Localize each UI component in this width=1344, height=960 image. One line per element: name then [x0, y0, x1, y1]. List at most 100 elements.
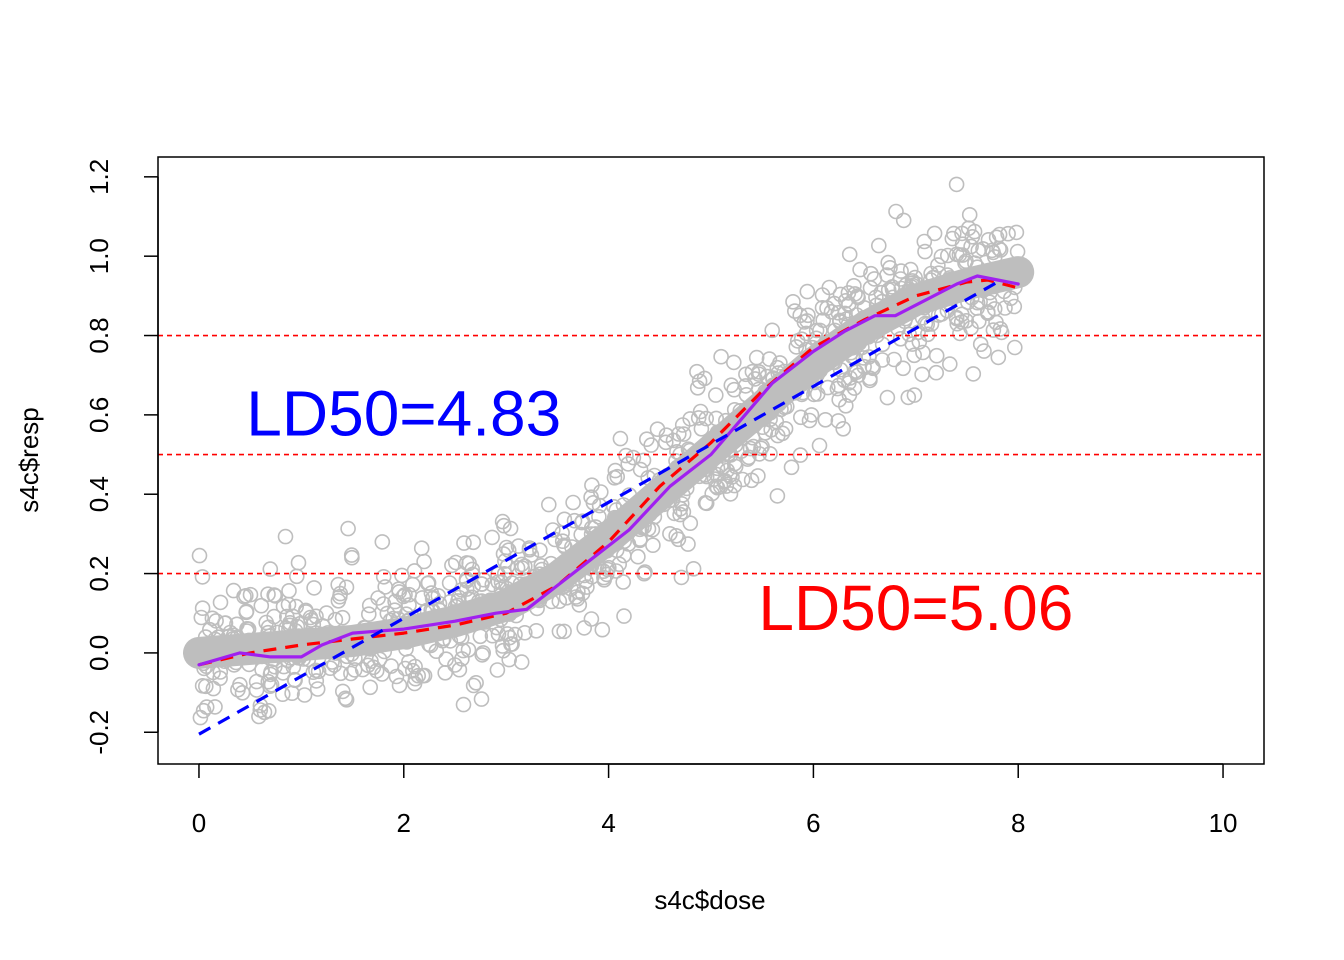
data-point	[556, 623, 572, 640]
data-point	[863, 265, 879, 282]
data-point	[693, 420, 710, 437]
data-point	[991, 226, 1008, 243]
data-point	[594, 621, 611, 638]
data-point	[296, 687, 313, 703]
data-point	[670, 426, 687, 442]
data-point	[852, 261, 868, 278]
data-point	[777, 420, 794, 437]
data-point	[600, 559, 617, 576]
data-point	[707, 387, 724, 403]
data-point	[456, 535, 472, 551]
data-point	[625, 449, 642, 466]
data-point	[803, 407, 820, 423]
data-point	[401, 586, 418, 603]
data-point	[726, 381, 743, 398]
data-point	[386, 602, 403, 619]
data-point	[377, 579, 394, 595]
data-point	[985, 322, 1002, 338]
data-point	[645, 537, 661, 554]
data-point	[769, 488, 786, 504]
data-point	[637, 564, 653, 580]
data-point	[192, 709, 209, 726]
data-point	[914, 366, 930, 383]
data-point	[570, 584, 586, 600]
data-point	[724, 469, 740, 485]
data-point	[902, 261, 919, 278]
data-point	[708, 466, 725, 483]
data-point	[591, 508, 607, 525]
data-point	[742, 440, 759, 457]
data-point	[916, 233, 933, 250]
data-point	[865, 360, 881, 377]
data-point	[635, 452, 652, 469]
data-point	[416, 667, 433, 684]
data-point	[194, 569, 211, 585]
data-point	[608, 563, 625, 579]
data-point	[774, 425, 791, 442]
data-point	[212, 594, 229, 611]
data-point	[501, 629, 518, 646]
data-point	[475, 645, 492, 661]
data-point	[643, 437, 660, 453]
data-point	[455, 696, 472, 713]
data-point	[632, 531, 648, 547]
data-point	[840, 285, 857, 301]
x-tick-label: 4	[601, 808, 615, 838]
data-point	[874, 352, 891, 368]
data-point	[830, 413, 847, 429]
data-point	[490, 626, 507, 642]
data-point	[484, 529, 500, 546]
data-point	[416, 553, 432, 570]
data-point	[284, 685, 300, 702]
data-point	[509, 560, 526, 576]
data-point	[513, 654, 530, 670]
x-tick-label: 2	[397, 808, 411, 838]
data-point	[340, 520, 356, 537]
data-point	[750, 366, 767, 382]
data-point	[988, 229, 1005, 246]
data-point	[788, 339, 805, 355]
x-axis: 0 2 4 6 8 10	[192, 763, 1237, 838]
y-tick-label: 0.0	[84, 635, 114, 671]
data-point	[696, 370, 713, 387]
data-point	[682, 515, 699, 532]
data-point	[981, 294, 998, 311]
data-point	[455, 642, 472, 659]
x-tick-label: 6	[806, 808, 820, 838]
data-point	[584, 477, 600, 494]
data-point	[609, 468, 626, 485]
data-point	[338, 691, 355, 708]
data-point	[879, 267, 895, 283]
data-point	[830, 304, 847, 321]
x-axis-title: s4c$dose	[654, 885, 765, 915]
data-point	[401, 597, 417, 613]
data-point	[892, 330, 909, 347]
data-point	[1006, 339, 1023, 356]
data-point	[566, 512, 583, 529]
curve-dashed-red	[198, 278, 1019, 667]
data-point	[911, 333, 928, 350]
data-point	[990, 349, 1007, 366]
data-point	[1008, 224, 1025, 241]
data-point	[260, 586, 276, 603]
data-point	[799, 283, 816, 300]
data-point	[308, 662, 324, 679]
data-point	[420, 575, 437, 591]
data-point	[362, 679, 379, 696]
data-point	[662, 525, 678, 542]
data-point	[928, 347, 945, 364]
data-point	[547, 531, 563, 548]
annotations: LD50=4.83 LD50=5.06	[246, 378, 1073, 644]
data-point	[278, 608, 295, 625]
data-point	[242, 586, 259, 603]
data-point	[544, 522, 561, 538]
data-point	[318, 605, 335, 621]
y-tick-label: 1.2	[84, 159, 114, 195]
data-point	[195, 702, 212, 719]
data-point	[607, 462, 624, 479]
data-point	[963, 238, 979, 255]
data-point	[976, 343, 992, 359]
data-point	[540, 496, 557, 513]
data-point	[288, 598, 305, 615]
